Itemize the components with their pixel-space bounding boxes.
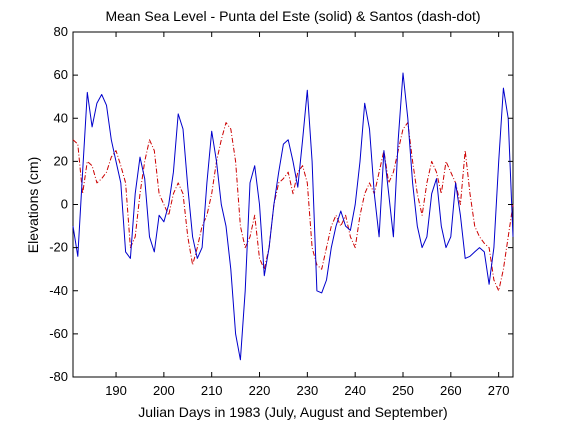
x-tick-label: 240	[344, 383, 366, 398]
x-tick-label: 250	[392, 383, 414, 398]
y-tick-label: -20	[49, 240, 68, 255]
y-tick-label: 80	[54, 24, 68, 39]
x-tick-label: 230	[296, 383, 318, 398]
y-tick-label: 20	[54, 153, 68, 168]
y-tick-label: 0	[61, 197, 68, 212]
y-tick-label: -80	[49, 369, 68, 384]
y-axis-label: Elevations (cm)	[25, 157, 41, 253]
y-tick-label: -60	[49, 326, 68, 341]
x-tick-label: 190	[105, 383, 127, 398]
x-tick-label: 260	[440, 383, 462, 398]
y-tick-label: -40	[49, 283, 68, 298]
x-tick-label: 220	[249, 383, 271, 398]
series-line-santos	[72, 122, 514, 292]
x-tick-label: 210	[201, 383, 223, 398]
tick-layer: 190 200 210 220 230 240 250 260 270 -80 -60 -40 -20 0…	[49, 24, 513, 398]
x-tick-label: 200	[153, 383, 175, 398]
plot-area	[72, 31, 514, 378]
series-layer	[72, 72, 514, 361]
chart-title: Mean Sea Level - Punta del Este (solid) …	[105, 8, 480, 24]
y-tick-label: 40	[54, 110, 68, 125]
y-tick-label: 60	[54, 67, 68, 82]
x-axis-label: Julian Days in 1983 (July, August and Se…	[138, 404, 447, 420]
x-tick-label: 270	[488, 383, 510, 398]
series-line-punta-del-este	[72, 72, 514, 361]
